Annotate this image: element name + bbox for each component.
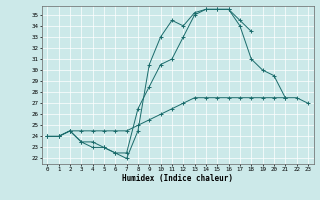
X-axis label: Humidex (Indice chaleur): Humidex (Indice chaleur)	[122, 174, 233, 183]
